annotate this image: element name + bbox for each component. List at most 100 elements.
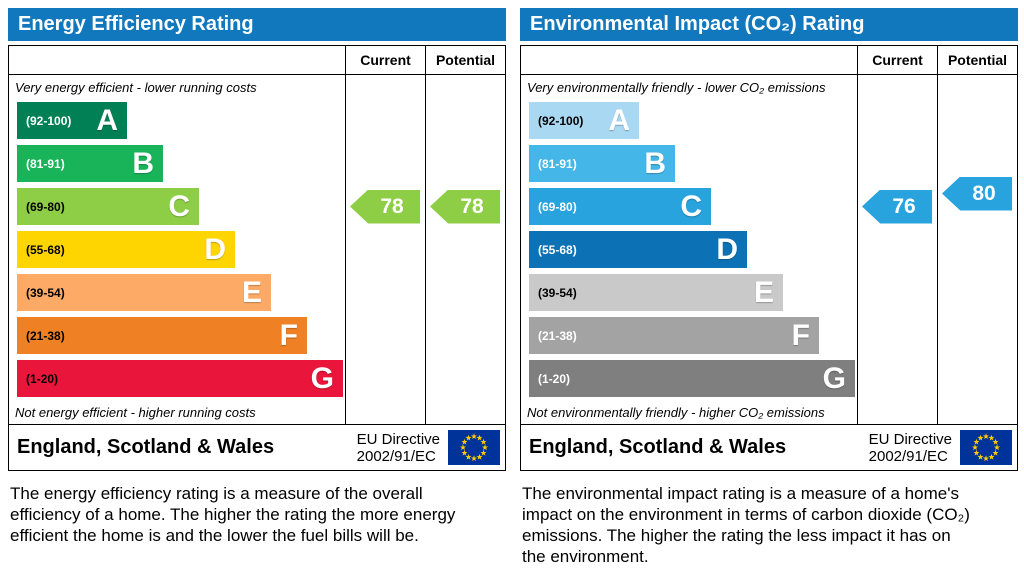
chart-header-row: Current Potential (9, 46, 505, 75)
band-range: (92-100) (538, 113, 584, 128)
eu-directive-line2: 2002/91/EC (868, 447, 948, 465)
bottom-note: Not environmentally friendly - higher CO… (527, 404, 825, 420)
energy-efficiency-panel: Energy Efficiency Rating Current Potenti… (8, 8, 506, 567)
column-divider (345, 75, 346, 424)
band-row-g: (1-20) G (521, 357, 1017, 400)
band-row-a: (92-100) A (521, 99, 1017, 142)
band-letter: C (680, 189, 702, 223)
potential-rating-value: 80 (972, 181, 996, 205)
band-e: (39-54) E (529, 274, 783, 311)
band-e: (39-54) E (17, 274, 271, 311)
band-d: (55-68) D (529, 231, 747, 268)
eu-flag-icon (960, 430, 1012, 465)
band-range: (21-38) (538, 328, 577, 343)
band-letter: A (608, 103, 630, 137)
region-label: England, Scotland & Wales (17, 436, 275, 458)
band-row-a: (92-100) A (9, 99, 505, 142)
band-d: (55-68) D (17, 231, 235, 268)
band-range: (81-91) (538, 156, 577, 171)
eu-flag-icon (448, 430, 500, 465)
potential-column-header: Potential (425, 46, 505, 74)
current-column-header: Current (345, 46, 425, 74)
current-rating-value: 76 (892, 194, 916, 218)
band-row-f: (21-38) F (9, 314, 505, 357)
header-spacer (9, 46, 345, 74)
region-label: England, Scotland & Wales (529, 436, 787, 458)
band-f: (21-38) F (17, 317, 307, 354)
current-column-header: Current (857, 46, 937, 74)
band-row-b: (81-91) B (9, 142, 505, 185)
eu-directive-line1: EU Directive (868, 430, 952, 448)
band-letter: D (716, 232, 738, 266)
top-note: Very environmentally friendly - lower CO… (527, 79, 826, 95)
band-letter: E (753, 275, 774, 309)
environmental-impact-panel: Environmental Impact (CO₂) Rating Curren… (520, 8, 1018, 567)
potential-column-header: Potential (937, 46, 1017, 74)
band-letter: F (791, 318, 810, 352)
band-letter: G (310, 361, 334, 395)
region-footer: England, Scotland & Wales EU Directive 2… (8, 425, 506, 471)
eu-directive-label: EU Directive 2002/91/EC (357, 431, 440, 465)
band-row-f: (21-38) F (521, 314, 1017, 357)
bands: (92-100) A (81-91) B (69-80) C (55-68) D (39-54)… (9, 99, 505, 400)
chart-header-row: Current Potential (521, 46, 1017, 75)
band-letter: A (96, 103, 118, 137)
band-range: (69-80) (538, 199, 577, 214)
band-f: (21-38) F (529, 317, 819, 354)
band-letter: G (822, 361, 846, 395)
panel-title: Environmental Impact (CO₂) Rating (520, 8, 1018, 41)
band-row-e: (39-54) E (9, 271, 505, 314)
column-divider (937, 75, 938, 424)
bands: (92-100) A (81-91) B (69-80) C (55-68) D (39-54)… (521, 99, 1017, 400)
band-range: (39-54) (26, 285, 65, 300)
band-row-d: (55-68) D (9, 228, 505, 271)
band-row-d: (55-68) D (521, 228, 1017, 271)
band-range: (1-20) (538, 371, 571, 386)
band-range: (21-38) (26, 328, 65, 343)
band-row-b: (81-91) B (521, 142, 1017, 185)
band-letter: C (168, 189, 190, 223)
eu-directive-line2: 2002/91/EC (356, 447, 436, 465)
band-row-c: (69-80) C (9, 185, 505, 228)
eu-directive-line1: EU Directive (356, 430, 440, 448)
eu-directive-label: EU Directive 2002/91/EC (869, 431, 952, 465)
panel-description: The environmental impact rating is a mea… (522, 484, 970, 566)
band-row-c: (69-80) C (521, 185, 1017, 228)
band-b: (81-91) B (17, 145, 163, 182)
band-c: (69-80) C (17, 188, 199, 225)
potential-rating-value: 78 (460, 194, 484, 218)
band-range: (92-100) (26, 113, 72, 128)
header-spacer (521, 46, 857, 74)
band-letter: B (132, 146, 154, 180)
band-range: (81-91) (26, 156, 65, 171)
band-row-g: (1-20) G (9, 357, 505, 400)
band-a: (92-100) A (529, 102, 639, 139)
band-range: (1-20) (26, 371, 59, 386)
band-g: (1-20) G (17, 360, 343, 397)
band-letter: F (279, 318, 298, 352)
band-letter: D (204, 232, 226, 266)
band-range: (39-54) (538, 285, 577, 300)
band-g: (1-20) G (529, 360, 855, 397)
band-c: (69-80) C (529, 188, 711, 225)
band-range: (69-80) (26, 199, 65, 214)
current-rating-value: 78 (380, 194, 404, 218)
band-range: (55-68) (26, 242, 65, 257)
band-a: (92-100) A (17, 102, 127, 139)
band-range: (55-68) (538, 242, 577, 257)
rating-chart: Current Potential Very environmentally f… (520, 45, 1018, 425)
band-b: (81-91) B (529, 145, 675, 182)
band-row-e: (39-54) E (521, 271, 1017, 314)
rating-chart: Current Potential Very energy efficient … (8, 45, 506, 425)
column-divider (857, 75, 858, 424)
band-letter: B (644, 146, 666, 180)
panel-description: The energy efficiency rating is a measur… (10, 484, 456, 545)
band-letter: E (241, 275, 262, 309)
bottom-note: Not energy efficient - higher running co… (15, 404, 256, 420)
region-footer: England, Scotland & Wales EU Directive 2… (520, 425, 1018, 471)
chart-body: Very energy efficient - lower running co… (9, 75, 505, 424)
panel-title: Energy Efficiency Rating (8, 8, 506, 41)
chart-body: Very environmentally friendly - lower CO… (521, 75, 1017, 424)
column-divider (425, 75, 426, 424)
